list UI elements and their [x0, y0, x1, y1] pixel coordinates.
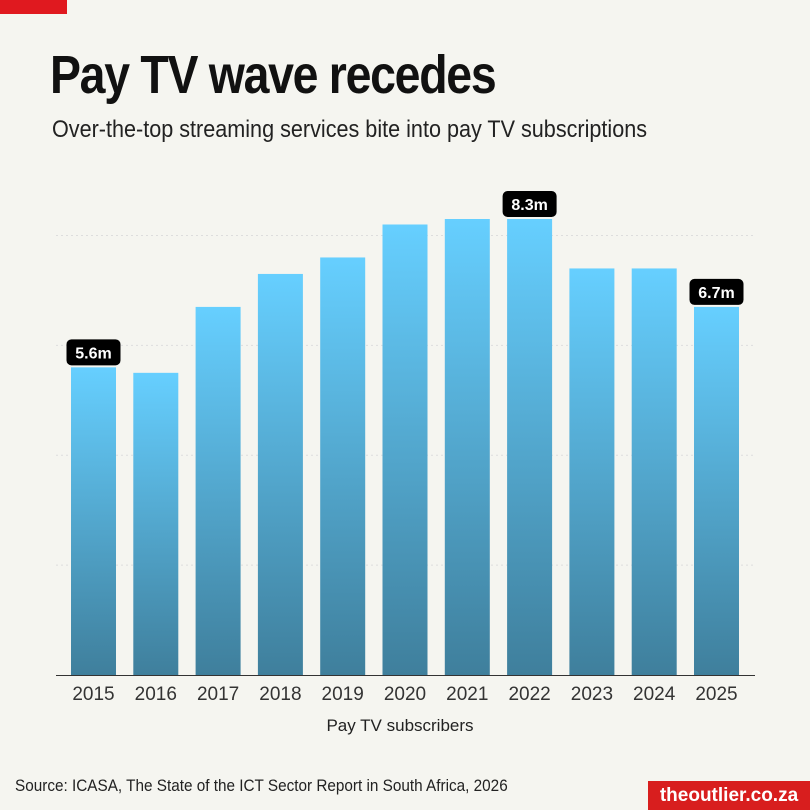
x-tick-label: 2017 [197, 684, 239, 705]
x-tick-label: 2024 [633, 684, 676, 705]
bar-2020 [382, 224, 428, 676]
bar-2024 [631, 268, 677, 675]
x-tick-label: 2020 [384, 684, 426, 705]
bar-2018 [257, 273, 303, 675]
chart-subtitle: Over-the-top streaming services bite int… [52, 116, 648, 143]
x-tick-label: 2019 [322, 684, 364, 705]
data-label-box [66, 339, 121, 366]
source-note: Source: ICASA, The State of the ICT Sect… [15, 776, 508, 795]
data-label-box [502, 191, 557, 217]
data-label-box [689, 278, 744, 305]
bar-2016 [133, 372, 179, 675]
x-axis-label: Pay TV subscribers [326, 716, 473, 735]
bar-chart: 2015 2016 2017 2018 2019 2020 2021 2022 2023 2024… [56, 191, 755, 735]
x-tick-label: 2021 [446, 684, 488, 705]
x-tick-label: 2025 [695, 684, 737, 705]
x-tick-label: 2023 [571, 684, 613, 705]
bar-2019 [320, 257, 366, 675]
chart-title: Pay TV wave recedes [50, 45, 497, 105]
brand-accent-bar [0, 0, 67, 14]
data-label: 6.7m [698, 285, 734, 302]
x-tick-label: 2015 [72, 684, 114, 705]
x-tick-label: 2016 [135, 684, 177, 705]
bar-2015 [71, 367, 116, 675]
x-tick-label: 2018 [259, 684, 301, 705]
data-label: 5.6m [75, 345, 111, 362]
bar-2025 [694, 306, 739, 675]
data-label: 8.3m [511, 197, 547, 214]
bar-2021 [444, 219, 490, 675]
brand-logo[interactable]: theoutlier.co.za [648, 781, 810, 810]
bar-2023 [569, 268, 615, 675]
x-tick-label: 2022 [508, 684, 550, 705]
bar-2017 [195, 306, 241, 675]
bar-2022 [507, 219, 553, 675]
